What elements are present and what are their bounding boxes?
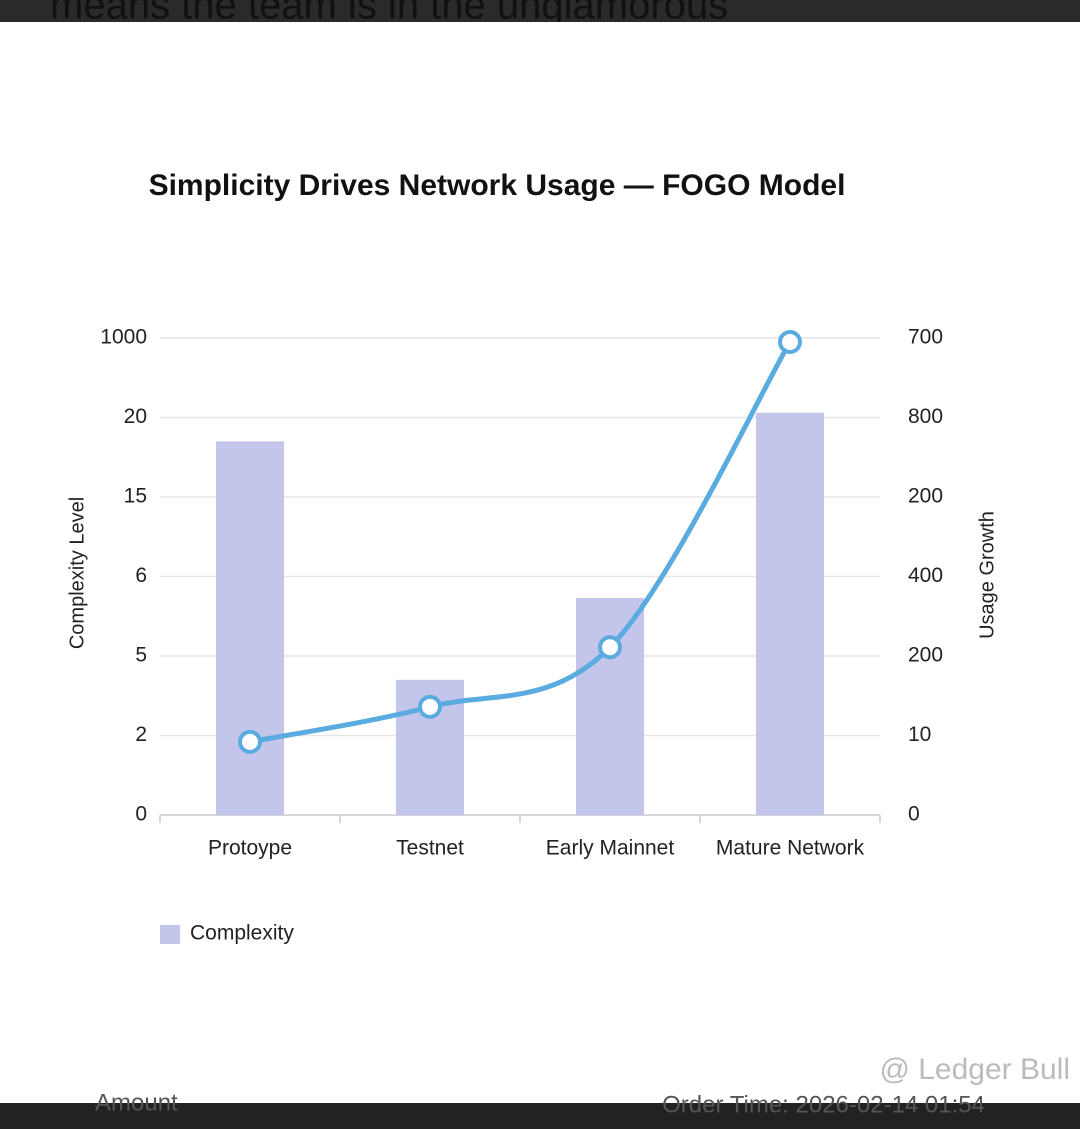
x-tick-label: Protoype [208,837,292,860]
bar [216,441,284,815]
bottom-left-text: Amount [95,1089,178,1116]
line-point [418,694,442,719]
y-tick-label: 1000 [100,326,147,349]
y2-tick-label: 200 [908,644,943,667]
plot: 0 2 5 6 15 20 1000 0 10 200 400 200 800 700 Protoype Te… [100,326,943,945]
y-tick-label: 6 [135,564,147,587]
legend-label: Complexity [190,922,294,945]
watermark: @ Ledger Bull [879,1053,1070,1086]
x-tick-label: Early Mainnet [546,837,675,860]
y-tick-label: 0 [135,803,147,826]
bottom-strip [0,1103,1080,1129]
y2-tick-label: 200 [908,485,943,508]
line [247,339,793,745]
line-point [778,329,802,354]
top-strip [0,0,1080,22]
y2-tick-label: 700 [908,326,943,349]
y-tick-label: 5 [135,644,147,667]
y2-axis-label: Usage Growth [976,511,998,639]
y2-tick-label: 10 [908,723,931,746]
x-tick-label: Mature Network [716,837,865,860]
bar [756,412,824,815]
y-tick-label: 20 [124,405,147,428]
y-tick-label: 15 [124,485,147,508]
bar [576,597,644,815]
line-point [238,729,262,754]
bottom-right-text: Order Time: 2026-02-14 01:54 [662,1091,985,1118]
y-axis-label: Complexity Level [66,497,88,649]
y-tick-label: 2 [135,723,147,746]
y2-tick-label: 400 [908,564,943,587]
chart-title: Simplicity Drives Network Usage — FOGO M… [149,169,846,202]
x-tick-label: Testnet [396,837,464,860]
legend-swatch [160,925,180,944]
line-point [598,635,622,660]
content [0,22,1080,1103]
y2-tick-label: 800 [908,405,943,428]
y2-tick-label: 0 [908,803,920,826]
